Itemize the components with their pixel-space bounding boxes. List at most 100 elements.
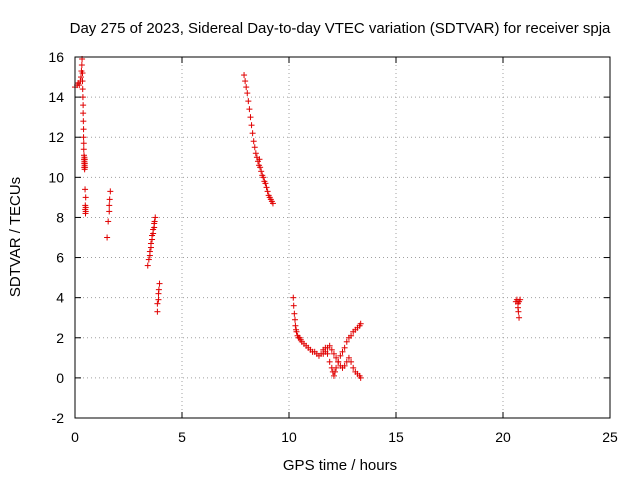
data-point xyxy=(339,348,346,355)
y-tick-label: 4 xyxy=(56,290,64,306)
data-point xyxy=(80,146,87,153)
axis-ticks xyxy=(74,56,611,419)
x-tick-label: 20 xyxy=(495,429,511,445)
data-point xyxy=(332,368,339,375)
data-point xyxy=(335,358,342,365)
data-point xyxy=(337,352,344,359)
data-point xyxy=(245,98,252,105)
data-points xyxy=(72,56,524,381)
y-tick-label: 12 xyxy=(48,129,64,145)
data-point xyxy=(333,364,340,371)
data-point xyxy=(82,164,89,171)
data-point xyxy=(147,240,154,247)
data-point xyxy=(357,320,364,327)
data-point xyxy=(330,350,337,357)
x-tick-label: 10 xyxy=(281,429,297,445)
data-point xyxy=(322,348,329,355)
data-point xyxy=(78,62,85,69)
data-point xyxy=(252,150,259,157)
data-point xyxy=(345,354,352,361)
data-point xyxy=(243,84,250,91)
y-tick-label: 2 xyxy=(56,330,64,346)
data-point xyxy=(106,208,113,215)
data-point xyxy=(249,130,256,137)
data-point xyxy=(79,70,86,77)
data-point xyxy=(516,314,523,321)
data-point xyxy=(76,82,83,89)
data-point xyxy=(79,78,86,85)
y-tick-label: 16 xyxy=(48,49,64,65)
data-point xyxy=(256,156,263,163)
data-point xyxy=(258,168,265,175)
data-point xyxy=(251,144,258,151)
data-point xyxy=(105,218,112,225)
y-tick-label: -2 xyxy=(52,410,65,426)
data-point xyxy=(80,140,87,147)
data-point xyxy=(79,86,86,93)
plot-frame xyxy=(74,56,611,419)
data-point xyxy=(250,138,257,145)
y-tick-labels: -2 0 2 4 6 8 10 12 14 16 xyxy=(48,49,64,426)
data-point xyxy=(106,196,113,203)
x-axis-label: GPS time / hours xyxy=(283,457,397,474)
data-point xyxy=(291,316,298,323)
x-tick-labels: 0 5 10 15 20 25 xyxy=(71,429,618,445)
data-point xyxy=(291,310,298,317)
data-point xyxy=(263,184,270,191)
data-point xyxy=(290,302,297,309)
data-point xyxy=(104,234,111,241)
chart-title: Day 275 of 2023, Sidereal Day-to-day VTE… xyxy=(70,20,611,37)
data-point xyxy=(154,300,161,307)
data-point xyxy=(80,134,87,141)
data-point xyxy=(244,90,251,97)
data-point xyxy=(333,354,340,361)
data-point xyxy=(155,296,162,303)
data-point xyxy=(515,308,522,315)
data-point xyxy=(343,338,350,345)
data-point xyxy=(357,374,364,381)
data-point xyxy=(348,332,355,339)
data-point xyxy=(292,322,299,329)
data-point xyxy=(330,372,337,379)
data-point xyxy=(241,72,248,79)
data-point xyxy=(262,180,269,187)
x-tick-label: 15 xyxy=(388,429,404,445)
y-tick-label: 14 xyxy=(48,89,64,105)
data-point xyxy=(82,194,89,201)
data-point xyxy=(152,214,159,221)
data-point xyxy=(107,188,114,195)
y-tick-label: 10 xyxy=(48,169,64,185)
data-point xyxy=(517,296,524,303)
data-point xyxy=(154,308,161,315)
data-point xyxy=(248,122,255,129)
grid-lines xyxy=(75,57,610,418)
data-point xyxy=(348,358,355,365)
data-point xyxy=(82,186,89,193)
data-point xyxy=(77,74,84,81)
data-point xyxy=(328,346,335,353)
data-point xyxy=(341,344,348,351)
data-point xyxy=(146,248,153,255)
data-point xyxy=(247,114,254,121)
x-tick-label: 5 xyxy=(178,429,186,445)
data-point xyxy=(350,364,357,371)
data-point xyxy=(82,208,89,215)
data-point xyxy=(80,102,87,109)
data-point xyxy=(144,262,151,269)
data-point xyxy=(155,286,162,293)
data-point xyxy=(151,218,158,225)
data-point xyxy=(242,78,249,85)
data-point xyxy=(156,280,163,287)
data-point xyxy=(145,256,152,263)
data-point xyxy=(257,164,264,171)
y-tick-label: 0 xyxy=(56,370,64,386)
y-tick-label: 8 xyxy=(56,209,64,225)
data-point xyxy=(326,342,333,349)
data-point xyxy=(106,202,113,209)
data-point xyxy=(80,118,87,125)
y-tick-label: 6 xyxy=(56,250,64,266)
data-point xyxy=(80,110,87,117)
data-point xyxy=(293,328,300,335)
data-point xyxy=(290,294,297,301)
